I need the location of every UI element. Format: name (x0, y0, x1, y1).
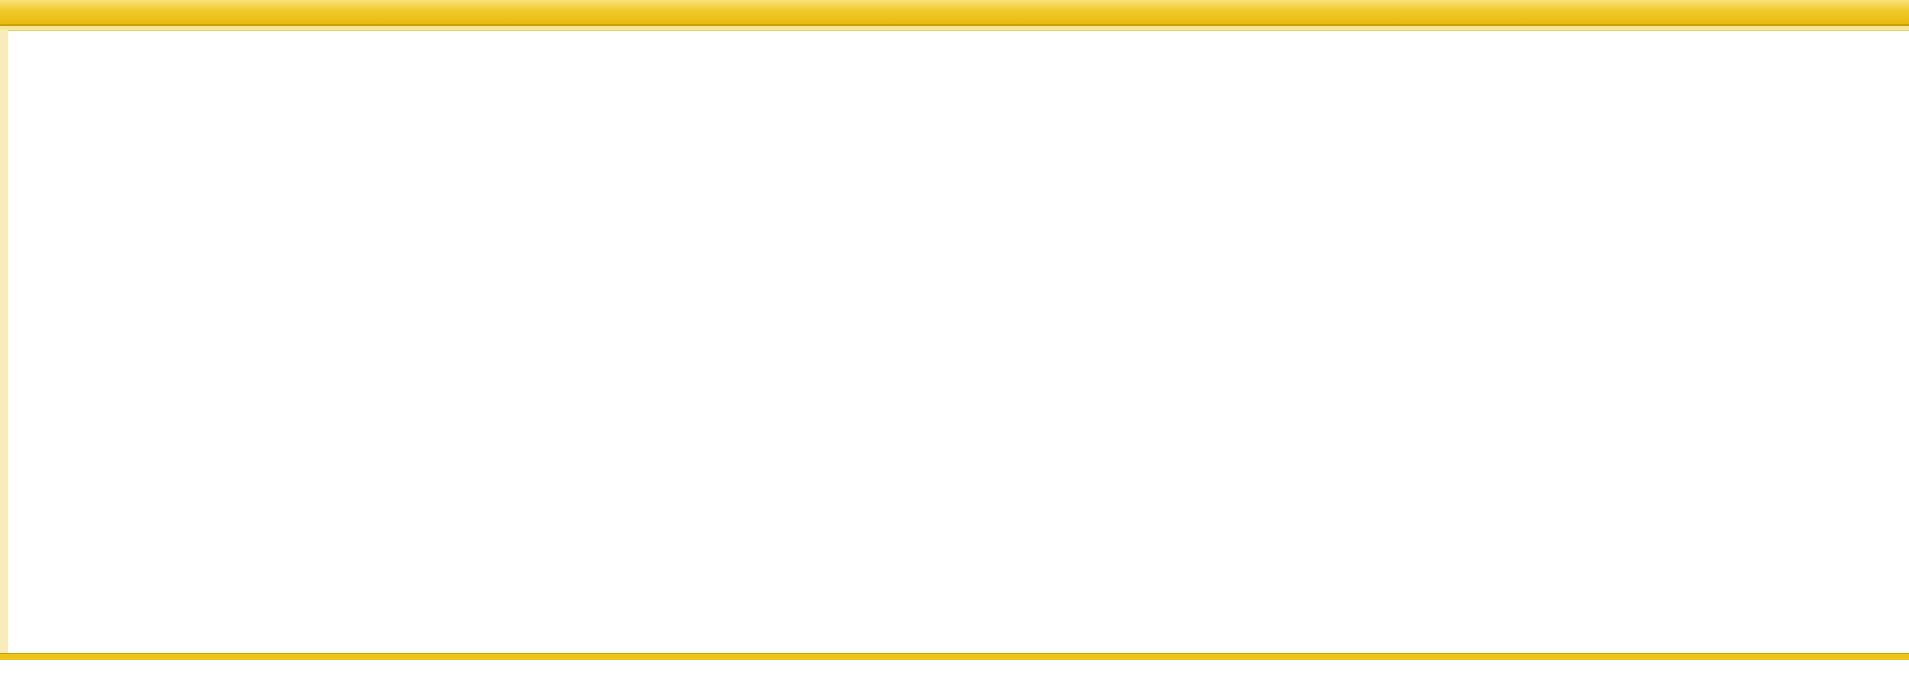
left-accent-strip (0, 30, 8, 653)
title-bar (0, 0, 1909, 26)
bottom-bar (0, 653, 1909, 660)
header-divider (0, 26, 1909, 31)
